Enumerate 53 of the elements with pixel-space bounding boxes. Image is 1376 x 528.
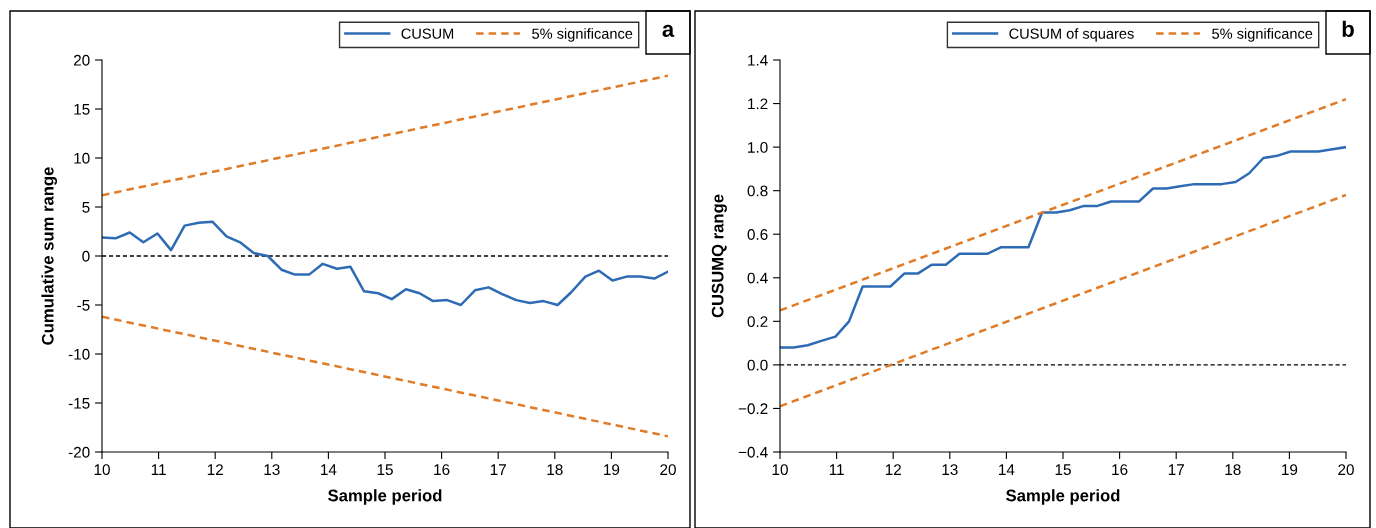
x-tick-label: 10 <box>772 464 788 476</box>
x-tick-label: 10 <box>94 464 110 476</box>
legend-label: CUSUM of squares <box>1009 28 1134 42</box>
x-tick-label: 18 <box>1225 464 1241 476</box>
text: a <box>662 24 675 37</box>
x-tick-label: 19 <box>604 464 620 476</box>
x-tick-label: 16 <box>1112 464 1128 476</box>
y-tick-label: −0.2 <box>738 403 768 415</box>
x-axis-title: Sample period <box>1006 489 1120 505</box>
text: b <box>1342 20 1354 37</box>
y-axis-title: Cumulative sum range <box>41 167 57 345</box>
y-tick-label: 0.8 <box>747 185 768 197</box>
y-tick-label: 0.6 <box>747 229 768 240</box>
y-tick-label: 1.4 <box>748 55 768 66</box>
x-tick-label: 13 <box>264 464 280 476</box>
x-tick-label: 14 <box>999 464 1015 475</box>
x-axis-title: Sample period <box>328 489 442 505</box>
x-tick-label: 11 <box>151 464 166 475</box>
y-tick-label: 0.0 <box>747 359 768 371</box>
y-tick-label: 0.4 <box>747 272 768 284</box>
x-tick-label: 17 <box>490 464 506 475</box>
x-tick-label: 20 <box>1338 464 1354 476</box>
x-tick-label: 12 <box>885 464 901 475</box>
x-tick-label: 15 <box>377 464 393 476</box>
x-tick-label: 14 <box>321 464 337 475</box>
line-series <box>102 220 668 307</box>
y-tick-label: 15 <box>74 104 90 115</box>
y-tick-label: -5 <box>77 300 90 311</box>
line-series <box>780 145 1346 349</box>
x-tick-label: 12 <box>207 464 223 475</box>
y-tick-label: −0.4 <box>738 446 768 458</box>
legend-label: 5% significance <box>1212 28 1313 42</box>
y-tick-label: -20 <box>68 446 90 458</box>
x-tick-label: 11 <box>829 464 844 475</box>
y-tick-label: 5 <box>82 202 90 213</box>
y-tick-label: 0.2 <box>747 316 768 328</box>
y-tick-label: -15 <box>68 398 90 409</box>
legend-label: 5% significance <box>532 28 633 42</box>
y-tick-label: 20 <box>73 54 90 66</box>
y-axis-title: CUSUMQ range <box>711 194 727 318</box>
y-tick-label: 1.2 <box>748 98 768 110</box>
x-tick-label: 19 <box>1282 464 1298 476</box>
y-tick-label: 10 <box>74 152 90 164</box>
y-tick-label: 0 <box>82 250 90 262</box>
x-tick-label: 13 <box>942 464 958 476</box>
x-tick-label: 20 <box>660 464 676 476</box>
y-tick-label: -10 <box>68 348 90 360</box>
x-tick-label: 17 <box>1168 464 1184 475</box>
x-tick-label: 16 <box>434 464 450 476</box>
y-tick-label: 1.0 <box>748 141 768 153</box>
legend-label: CUSUM <box>401 28 454 39</box>
x-tick-label: 18 <box>547 464 563 476</box>
x-tick-label: 15 <box>1055 464 1071 476</box>
